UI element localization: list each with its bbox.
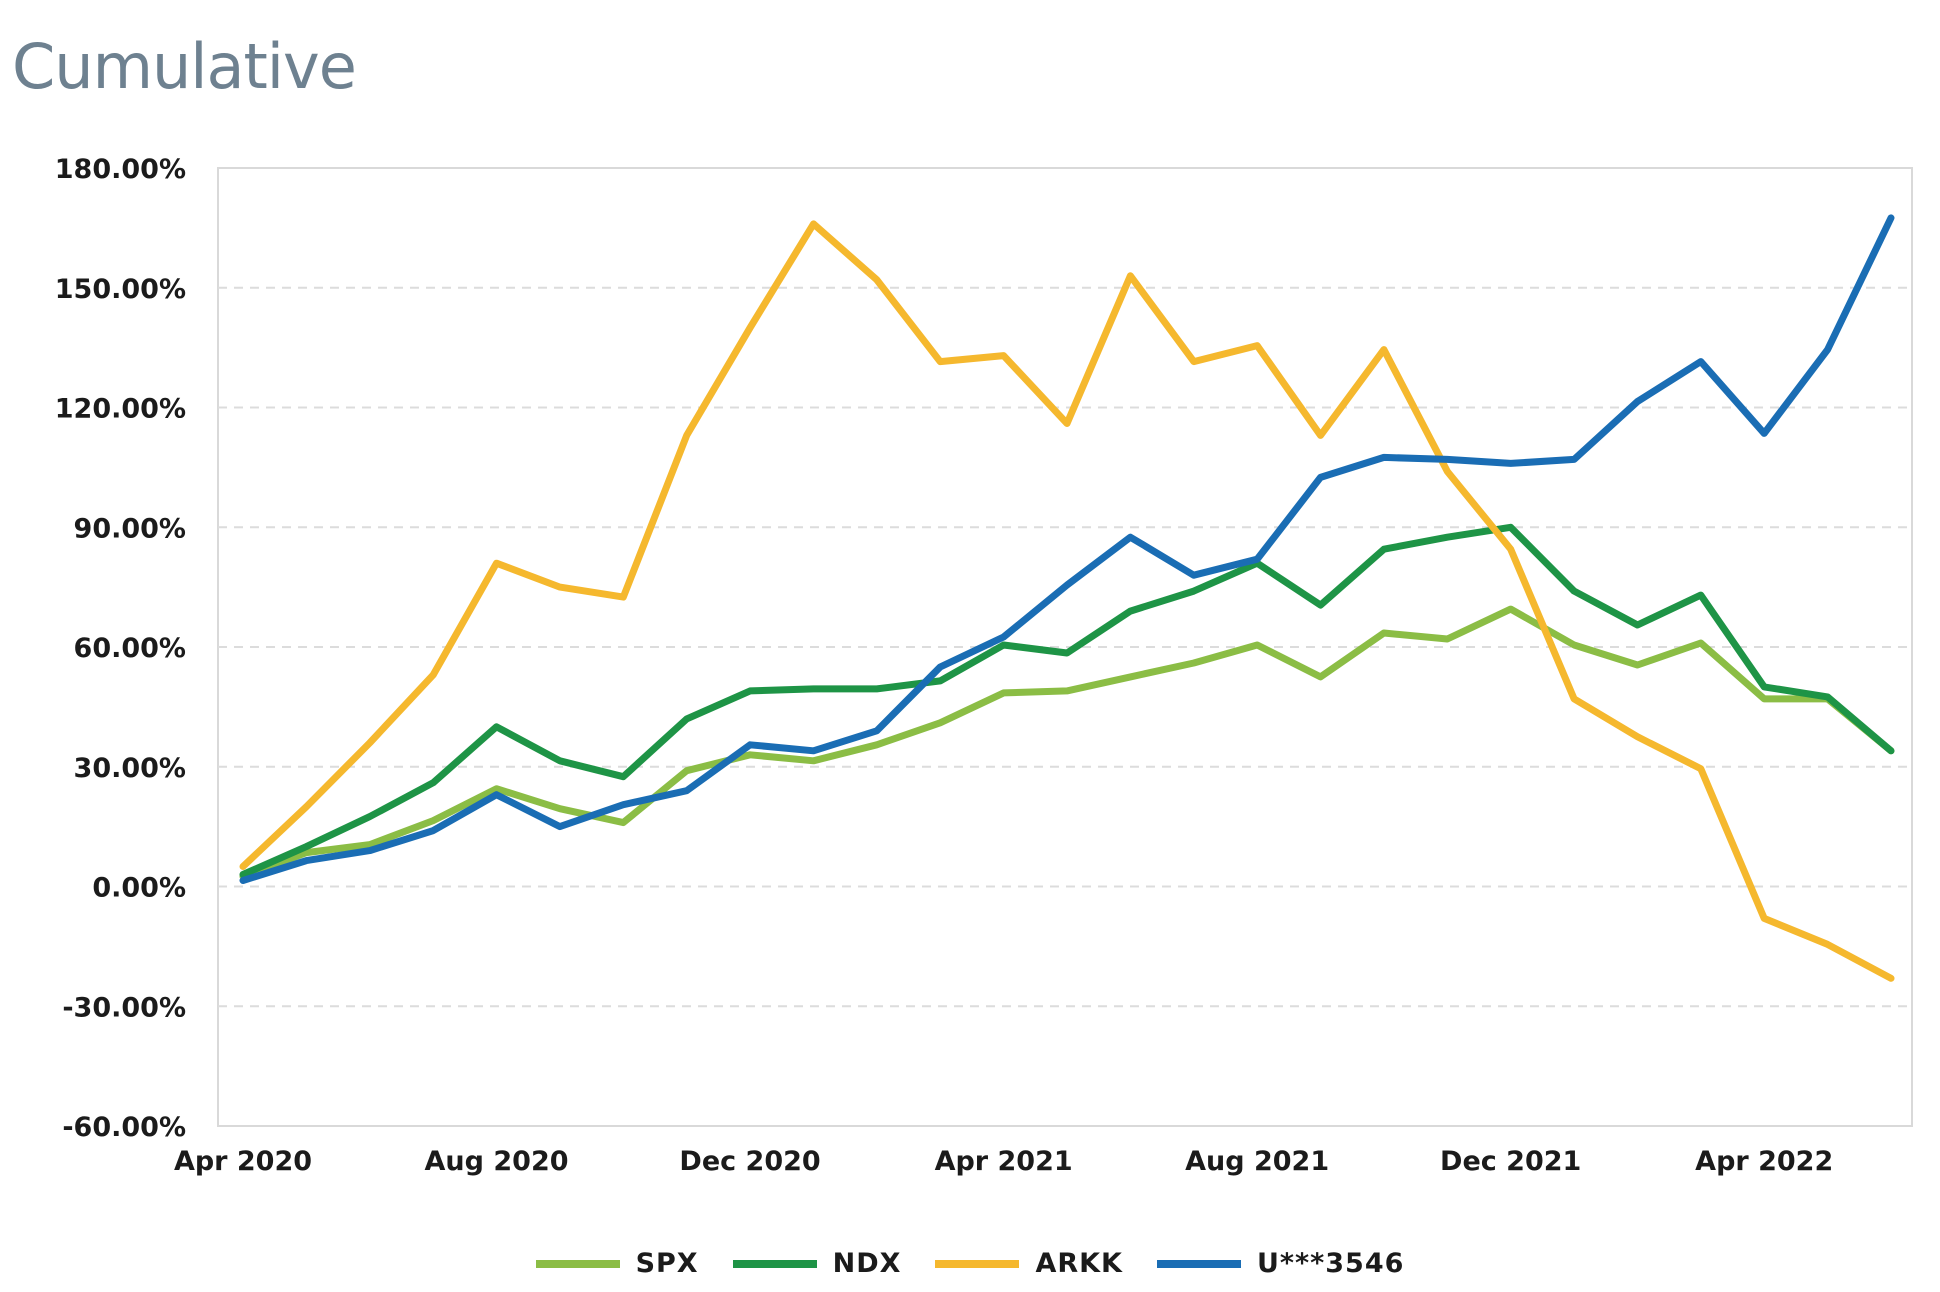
legend-swatch [732,1259,817,1268]
x-axis-ticks: Apr 2020 Aug 2020 Dec 2020 Apr 2021 Aug 2021… [174,1146,1833,1177]
plot-area-frame [217,167,1913,1127]
x-tick-label: Dec 2021 [1440,1146,1581,1177]
legend-label: NDX [832,1248,902,1279]
legend-item[interactable]: SPX [535,1248,699,1279]
legend-swatch [1156,1259,1241,1268]
series-lines [239,214,1895,982]
legend-label: U***3546 [1256,1248,1405,1279]
x-tick-label: Aug 2021 [1185,1146,1329,1177]
x-tick-label: Apr 2020 [174,1146,312,1177]
legend: SPX NDX ARKK U***3546 [0,1248,1940,1279]
y-tick-label: 120.00% [55,394,186,425]
y-tick-label: 180.00% [55,154,186,185]
series-line-arkk [239,220,1895,982]
series-line-ndx [239,523,1895,878]
series-line-spx [239,605,1895,880]
legend-item[interactable]: NDX [732,1248,902,1279]
y-axis-ticks: 180.00% 150.00% 120.00% 90.00% 60.00% 30.00% 0… [55,154,186,1143]
y-tick-label: 30.00% [74,753,186,784]
x-tick-label: Aug 2020 [425,1146,569,1177]
y-tick-label: 90.00% [74,513,186,544]
legend-label: ARKK [1035,1248,1123,1279]
y-tick-label: 60.00% [74,633,186,664]
legend-swatch [535,1259,620,1268]
legend-item[interactable]: U***3546 [1156,1248,1405,1279]
x-tick-label: Apr 2022 [1695,1146,1833,1177]
legend-label: SPX [635,1248,699,1279]
legend-item[interactable]: ARKK [935,1248,1123,1279]
y-tick-label: 0.00% [92,873,186,904]
x-tick-label: Apr 2021 [935,1146,1073,1177]
gridlines [218,286,1912,1008]
series-line-u-3546 [239,214,1895,884]
legend-swatch [935,1259,1020,1268]
y-tick-label: -60.00% [62,1112,186,1143]
chart-title: Cumulative [12,30,357,103]
x-tick-label: Dec 2020 [679,1146,820,1177]
y-tick-label: 150.00% [55,274,186,305]
y-tick-label: -30.00% [62,992,186,1023]
